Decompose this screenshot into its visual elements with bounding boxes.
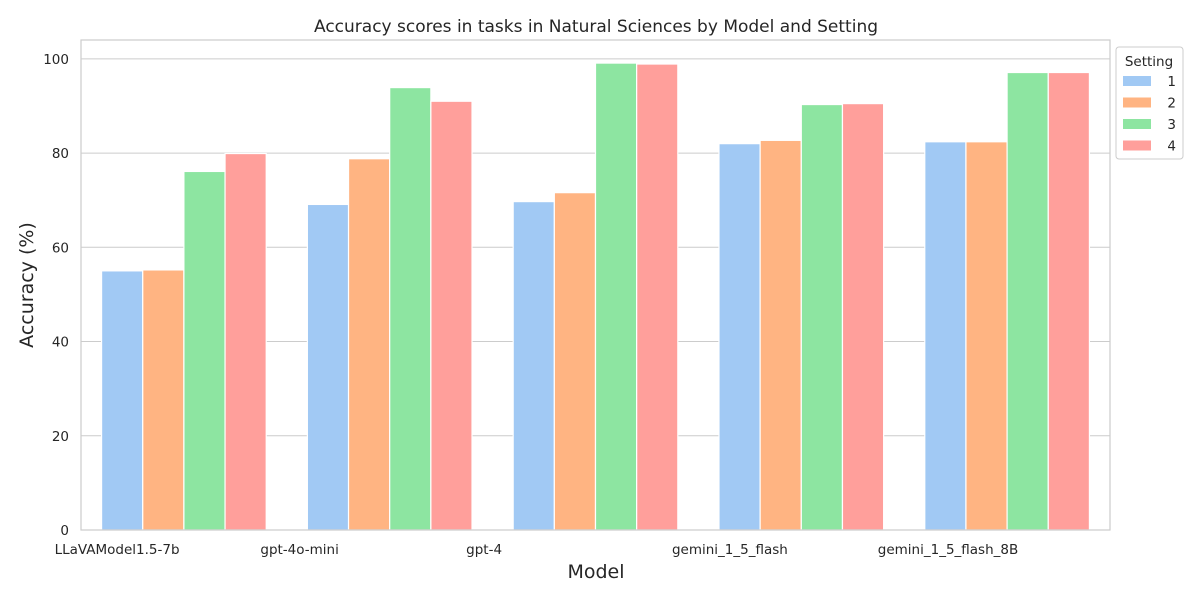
bar [759,139,802,531]
y-tick-label: 20 [52,429,69,445]
x-tick-label: gemini_1_5_flash_8B [878,542,1018,558]
bars [100,62,1091,531]
y-tick-labels: 0 20 40 60 80 100 [43,52,69,539]
bar [183,170,226,531]
bar [800,103,844,531]
legend-swatch [1123,119,1151,129]
bar [347,158,391,531]
x-tick-label: gemini_1_5_flash [672,542,788,558]
bar [841,103,885,531]
bar [512,201,555,531]
bar [553,192,597,531]
bar [1006,71,1049,531]
legend-label: 4 [1167,139,1176,155]
y-tick-label: 40 [52,335,69,351]
chart-title: Accuracy scores in tasks in Natural Scie… [314,17,878,37]
bar [389,86,432,531]
x-tick-labels: LLaVAModel1.5-7b gpt-4o-mini gpt-4 gemini_1… [55,542,1019,558]
bar [718,143,761,531]
bar [100,270,144,531]
bar [594,62,638,531]
legend: Setting 1 2 3 4 [1115,46,1184,160]
y-tick-label: 100 [43,52,69,68]
bar [430,100,473,531]
y-tick-label: 60 [52,240,69,256]
legend-swatch [1123,76,1151,86]
x-tick-label: gpt-4 [466,542,502,558]
x-axis-label: Model [567,561,624,583]
bar [636,63,679,531]
x-tick-label: gpt-4o-mini [260,542,338,558]
bar [924,141,967,531]
y-axis-label: Accuracy (%) [16,222,38,348]
x-tick-label: LLaVAModel1.5-7b [55,542,180,558]
legend-label: 3 [1167,117,1176,133]
bar [224,152,267,531]
y-tick-label: 80 [52,146,69,162]
y-tick-label: 0 [60,523,69,539]
legend-swatch [1123,97,1151,108]
legend-title: Setting [1125,54,1173,70]
bar [142,269,185,531]
legend-label: 1 [1167,74,1176,90]
bar [1047,71,1091,531]
plot-frame [80,39,1111,531]
bar [306,203,350,531]
bar [965,141,1008,531]
legend-label: 2 [1167,96,1176,112]
legend-swatch [1123,140,1151,151]
